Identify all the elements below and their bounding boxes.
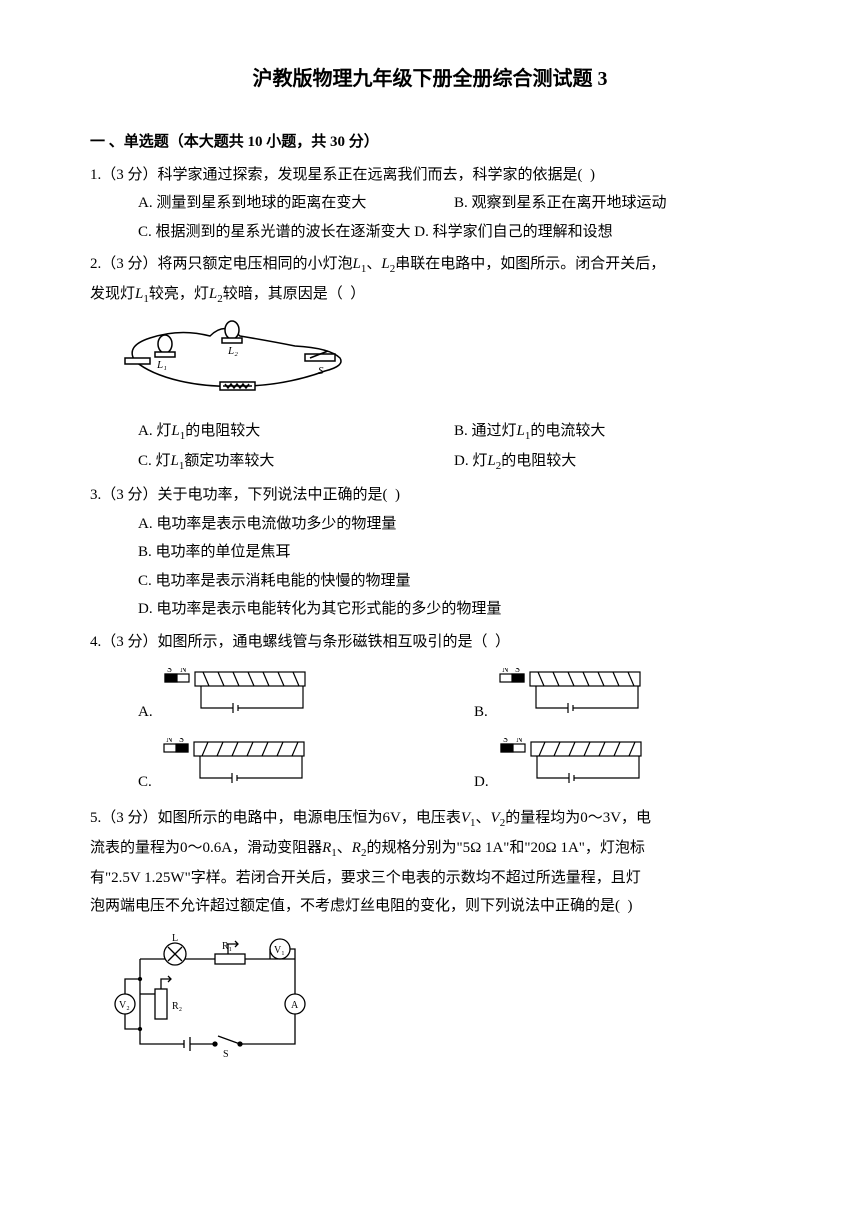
q4-diagram-c: N S [162, 738, 322, 800]
q1-option-d: D. 科学家们自己的理解和设想 [414, 224, 612, 240]
svg-text:S: S [223, 1049, 229, 1059]
q5-line3: 有"2.5V 1.25W"字样。若闭合开关后，要求三个电表的示数均不超过所选量程… [90, 864, 770, 893]
page-title: 沪教版物理九年级下册全册综合测试题 3 [90, 60, 770, 98]
q3-option-b: B. 电功率的单位是焦耳 [90, 538, 770, 567]
q4-option-a: A. S N [138, 668, 434, 730]
svg-text:L₂: L₂ [227, 345, 238, 357]
svg-text:S: S [318, 365, 324, 377]
q4-stem: 4.（3 分）如图所示，通电螺线管与条形磁铁相互吸引的是（ ） [90, 628, 770, 657]
q1-stem: 1.（3 分）科学家通过探索，发现星系正在远离我们而去，科学家的依据是( ) [90, 161, 770, 190]
svg-text:R₁: R₁ [222, 941, 232, 952]
section-1-header: 一 、单选题（本大题共 10 小题，共 30 分） [90, 128, 770, 157]
q1-option-a: A. 测量到星系到地球的距离在变大 [138, 189, 454, 218]
svg-text:N: N [180, 668, 187, 674]
svg-text:V₁: V₁ [274, 945, 285, 956]
q4-option-c: C. N S [138, 738, 434, 800]
question-2: 2.（3 分）将两只额定电压相同的小灯泡L1、L2串联在电路中，如图所示。闭合开… [90, 250, 770, 477]
q3-option-d: D. 电功率是表示电能转化为其它形式能的多少的物理量 [90, 595, 770, 624]
question-4: 4.（3 分）如图所示，通电螺线管与条形磁铁相互吸引的是（ ） A. S N [90, 628, 770, 801]
svg-text:S: S [179, 738, 184, 744]
q5-line1: 5.（3 分）如图所示的电路中，电源电压恒为6V，电压表V1、V2的量程均为0～… [90, 804, 770, 834]
q3-stem: 3.（3 分）关于电功率，下列说法中正确的是( ) [90, 481, 770, 510]
q2-stem-line1: 2.（3 分）将两只额定电压相同的小灯泡L1、L2串联在电路中，如图所示。闭合开… [90, 250, 770, 280]
svg-text:S: S [515, 668, 520, 674]
q5-circuit-diagram: V₁ A S V₂ [110, 929, 310, 1059]
svg-text:V₂: V₂ [119, 1000, 130, 1011]
q1-option-c: C. 根据测到的星系光谱的波长在逐渐变大 [138, 224, 411, 240]
q5-line2: 流表的量程为0～0.6A，滑动变阻器R1、R2的规格分别为"5Ω 1A"和"20… [90, 834, 770, 864]
q3-option-c: C. 电功率是表示消耗电能的快慢的物理量 [90, 567, 770, 596]
svg-text:N: N [166, 738, 173, 744]
question-1: 1.（3 分）科学家通过探索，发现星系正在远离我们而去，科学家的依据是( ) A… [90, 161, 770, 247]
q4-option-d: D. S N [474, 738, 770, 800]
q2-stem-line2: 发现灯L1较亮，灯L2较暗，其原因是（ ） [90, 280, 770, 310]
svg-text:R₂: R₂ [172, 1001, 182, 1012]
svg-text:N: N [516, 738, 523, 744]
q4-diagram-b: N S [498, 668, 658, 730]
q2-option-c: C. 灯L1额定功率较大 [138, 447, 454, 477]
q2-circuit-diagram: L₁ L₂ S [110, 316, 370, 401]
q2-option-b: B. 通过灯L1的电流较大 [454, 417, 770, 447]
q2-option-d: D. 灯L2的电阻较大 [454, 447, 770, 477]
q4-diagram-a: S N [163, 668, 323, 730]
svg-text:L: L [172, 933, 178, 944]
question-3: 3.（3 分）关于电功率，下列说法中正确的是( ) A. 电功率是表示电流做功多… [90, 481, 770, 624]
q1-option-b: B. 观察到星系正在离开地球运动 [454, 189, 770, 218]
svg-text:S: S [503, 738, 508, 744]
svg-text:L₁: L₁ [156, 359, 167, 371]
question-5: 5.（3 分）如图所示的电路中，电源电压恒为6V，电压表V1、V2的量程均为0～… [90, 804, 770, 1069]
q3-option-a: A. 电功率是表示电流做功多少的物理量 [90, 510, 770, 539]
q5-line4: 泡两端电压不允许超过额定值，不考虑灯丝电阻的变化，则下列说法中正确的是( ) [90, 892, 770, 921]
q2-option-a: A. 灯L1的电阻较大 [138, 417, 454, 447]
q4-diagram-d: S N [499, 738, 659, 800]
svg-text:N: N [502, 668, 509, 674]
svg-text:A: A [291, 1000, 299, 1011]
q4-option-b: B. N S [474, 668, 770, 730]
svg-text:S: S [167, 668, 172, 674]
